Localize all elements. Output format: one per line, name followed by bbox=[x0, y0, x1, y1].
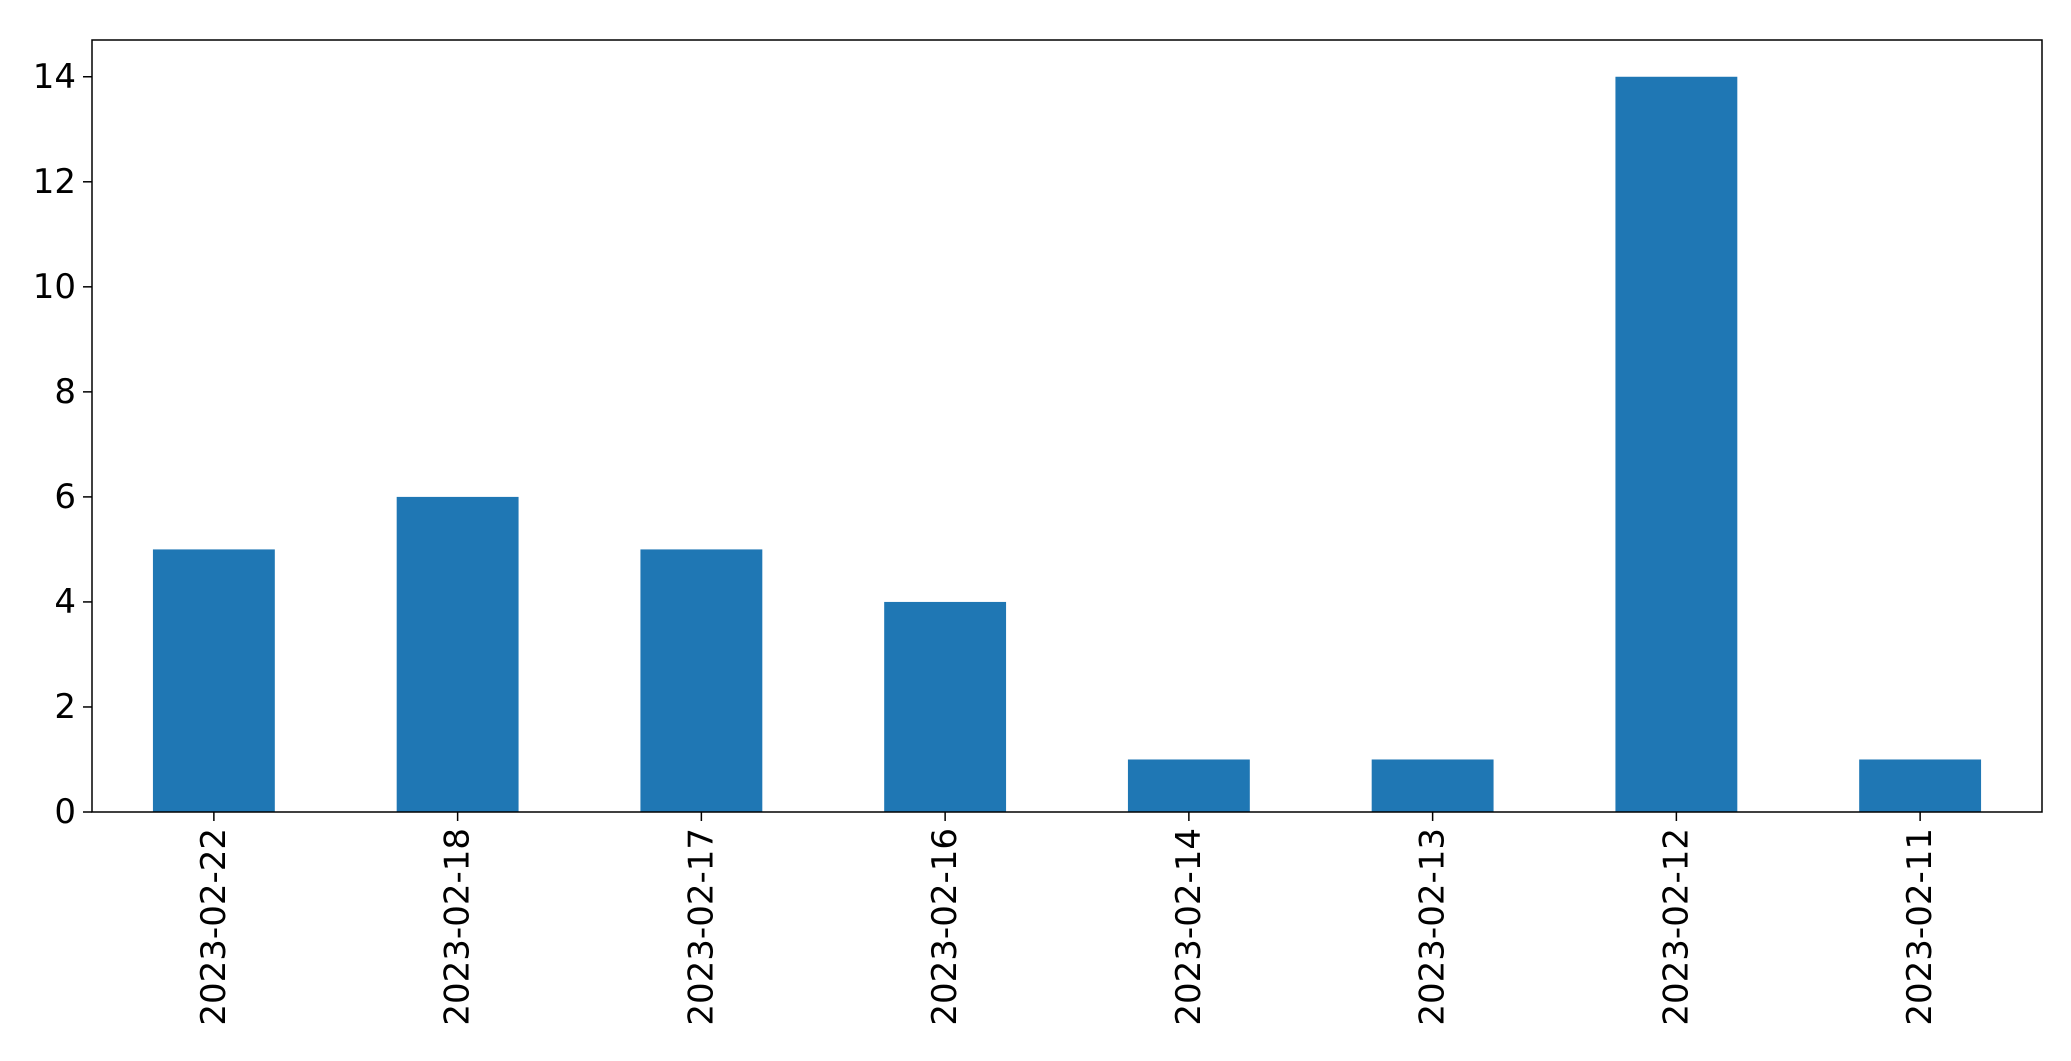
bar-2023-02-11 bbox=[1859, 759, 1982, 812]
x-tick-label: 2023-02-11 bbox=[1900, 828, 1940, 1026]
y-tick-label: 6 bbox=[54, 477, 76, 517]
bar-2023-02-18 bbox=[396, 496, 519, 812]
x-tick-label: 2023-02-14 bbox=[1169, 828, 1209, 1026]
bar-2023-02-16 bbox=[884, 601, 1007, 812]
bar-2023-02-14 bbox=[1127, 759, 1250, 812]
bars-group bbox=[152, 76, 1982, 812]
y-tick-label: 0 bbox=[54, 792, 76, 832]
y-tick-label: 12 bbox=[33, 162, 76, 202]
y-tick-label: 4 bbox=[54, 582, 76, 622]
x-tick-label: 2023-02-18 bbox=[438, 828, 478, 1026]
y-tick-label: 8 bbox=[54, 372, 76, 412]
x-tick-label: 2023-02-17 bbox=[681, 828, 721, 1026]
bar-2023-02-12 bbox=[1615, 76, 1738, 812]
plot-frame bbox=[91, 39, 2043, 813]
x-tick-label: 2023-02-12 bbox=[1656, 828, 1696, 1026]
y-axis: 0 2 4 6 8 10 12 14 bbox=[33, 57, 92, 832]
y-tick-label: 14 bbox=[33, 57, 76, 97]
x-tick-label: 2023-02-22 bbox=[194, 828, 234, 1026]
bar-2023-02-22 bbox=[152, 549, 275, 812]
y-tick-label: 10 bbox=[33, 267, 76, 307]
bar-2023-02-13 bbox=[1371, 759, 1494, 812]
y-tick-label: 2 bbox=[54, 687, 76, 727]
x-tick-label: 2023-02-16 bbox=[925, 828, 965, 1026]
x-axis: 2023-02-22 2023-02-18 2023-02-17 2023-02-16… bbox=[194, 812, 1940, 1026]
x-tick-label: 2023-02-13 bbox=[1413, 828, 1453, 1026]
bar-2023-02-17 bbox=[640, 549, 763, 812]
